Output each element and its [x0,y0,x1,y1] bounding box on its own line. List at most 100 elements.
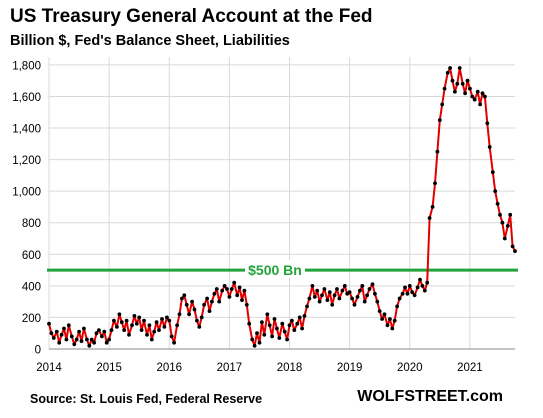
x-tick-label: 2019 [337,362,363,374]
data-point [244,302,249,307]
data-point [310,284,315,288]
data-point [327,290,332,295]
data-point [397,296,402,301]
data-point [332,293,337,298]
grid-layer [48,57,515,350]
data-point [127,332,131,337]
data-point [500,220,505,225]
data-point [270,334,274,339]
data-point [87,343,92,348]
data-point [455,81,460,86]
data-point [57,340,62,345]
data-point [134,321,139,326]
data-point [322,287,327,291]
data-point [175,323,180,328]
data-point [347,290,352,295]
data-point [410,290,415,295]
data-point [184,302,189,307]
data-point [275,326,279,331]
data-point [437,118,442,122]
y-tick-label: 0 [35,345,41,357]
data-point [217,299,222,304]
chart-subtitle: Billion $, Fed's Balance Sheet, Liabilit… [10,33,290,49]
data-point [69,334,74,339]
data-point [440,102,445,107]
data-point [472,97,477,102]
data-point [64,337,69,342]
data-point [252,343,257,348]
data-point [255,331,259,336]
data-point [227,295,232,299]
data-point [480,91,485,96]
data-point [470,94,475,99]
data-point [463,91,467,96]
data-point [149,337,154,342]
data-point [360,284,365,288]
data-point [358,288,362,293]
data-point [335,287,339,291]
data-point [119,320,124,325]
data-point [74,337,79,342]
data-point [77,329,81,334]
y-tick-label: 1,200 [12,155,41,167]
data-point [465,78,470,83]
data-point [97,328,101,332]
data-point [502,236,507,241]
axis-layer: 0 200 400 600 800 1,000 1,200 1,400 1,600 1,800 20… [12,60,515,374]
data-point [457,66,462,70]
data-point [92,340,96,345]
data-point [240,298,244,302]
data-point [202,302,207,307]
data-point [377,309,382,313]
data-point [210,299,214,304]
data-point [169,334,174,339]
data-point [282,329,287,334]
data-point [425,280,430,285]
data-point [102,329,107,334]
chart-title: US Treasury General Account at the Fed [10,6,373,27]
data-point [448,66,452,70]
x-tick-label: 2021 [457,362,483,374]
data-point [66,323,71,328]
data-point [237,285,242,290]
data-point [277,336,282,340]
data-point [49,331,54,336]
data-point [104,340,109,345]
data-point [405,291,410,296]
data-point [89,337,94,342]
data-point [177,312,182,317]
data-point [362,299,367,304]
data-point [395,304,399,309]
data-point [450,78,455,83]
data-point [229,287,234,291]
data-point [115,325,119,329]
data-point [167,318,172,323]
data-point [247,321,252,326]
x-tick-label: 2014 [36,362,62,374]
data-point [212,291,217,296]
data-point [192,307,197,312]
data-point [225,287,229,291]
data-point [207,309,212,313]
data-point [433,181,437,186]
data-point [307,296,312,301]
data-point [330,302,335,307]
data-point [190,299,195,304]
data-point [51,336,56,340]
data-point [292,328,297,332]
data-point [315,288,320,293]
data-point [302,314,307,318]
data-point [62,326,66,331]
y-tick-label: 200 [22,313,41,325]
data-point [257,340,262,345]
data-point [54,329,59,334]
data-point [435,149,440,154]
data-point [427,216,432,220]
x-tick-label: 2015 [96,362,122,374]
data-point [297,315,302,320]
data-point [422,288,427,293]
x-tick-label: 2017 [217,362,243,374]
reference-label-bg [245,260,305,279]
data-point [403,285,407,290]
